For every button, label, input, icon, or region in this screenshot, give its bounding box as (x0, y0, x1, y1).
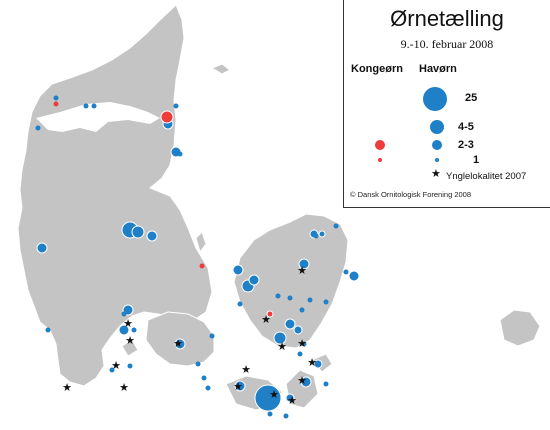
havorn-marker (300, 376, 312, 388)
star-icon: ★ (111, 359, 121, 372)
star-icon: ★ (261, 313, 271, 326)
havorn-marker (273, 331, 287, 345)
havorn-marker (285, 393, 295, 403)
legend-col-kongeorn: Kongeørn (351, 63, 403, 75)
star-icon: ★ (119, 381, 129, 394)
legend-size-2-3: 2-3 (458, 139, 474, 151)
legend-havorn-4-5 (430, 120, 444, 134)
legend-size-25: 25 (465, 92, 478, 104)
legend-credit: © Dansk Ornitologisk Forening 2008 (350, 190, 472, 199)
havorn-marker (348, 270, 360, 282)
havorn-marker (234, 380, 246, 392)
map-legend: Ørnetælling 9.-10. februar 2008 Kongeørn… (343, 0, 550, 208)
star-icon: ★ (287, 394, 297, 407)
havorn-marker (36, 242, 48, 254)
star-icon: ★ (233, 380, 243, 393)
legend-kongeorn-1 (378, 158, 382, 162)
legend-col-havorn: Havørn (419, 63, 457, 75)
legend-nest-label: Yngle­lokalitet 2007 (446, 171, 527, 182)
star-icon: ★ (277, 340, 287, 353)
havorn-marker (284, 318, 296, 330)
legend-havorn-1 (435, 158, 439, 162)
star-icon: ★ (269, 388, 279, 401)
legend-title: Ørnetælling (390, 6, 504, 31)
legend-size-4-5: 4-5 (458, 121, 474, 133)
star-icon: ★ (431, 167, 441, 180)
legend-havorn-25 (423, 87, 447, 111)
havorn-marker (254, 384, 282, 412)
legend-size-1: 1 (473, 154, 480, 166)
star-icon: ★ (297, 337, 307, 350)
havorn-marker (318, 230, 326, 238)
star-icon: ★ (125, 334, 135, 347)
legend-kongeorn-2-3 (375, 140, 385, 150)
star-icon: ★ (173, 337, 183, 350)
kongeorn-marker (160, 110, 174, 124)
star-icon: ★ (297, 374, 307, 387)
limfjord (36, 102, 160, 132)
havorn-marker (248, 274, 260, 286)
kongeorn-markers (160, 110, 274, 318)
havorn-marker (118, 324, 130, 336)
star-icon: ★ (241, 363, 251, 376)
bornholm (499, 309, 541, 347)
havorn-marker (298, 258, 310, 270)
kongeorn-small-markers (53, 101, 205, 269)
havorn-small-markers (35, 95, 349, 419)
havorn-marker (174, 338, 186, 350)
star-icon: ★ (62, 381, 72, 394)
star-icon: ★ (297, 264, 307, 277)
legend-havorn-2-3 (432, 140, 442, 150)
nest-markers: ★ ★ ★ ★ ★ ★ ★ ★ ★ ★ ★ ★ ★ ★ ★ ★ (62, 264, 317, 407)
havorn-marker (313, 359, 323, 369)
havorn-marker (131, 225, 145, 239)
kongeorn-marker (266, 310, 274, 318)
als (121, 339, 139, 357)
legend-subtitle: 9.-10. februar 2008 (400, 37, 494, 51)
havorn-marker (146, 230, 158, 242)
star-icon: ★ (307, 356, 317, 369)
star-icon: ★ (123, 317, 133, 330)
havorn-marker (232, 264, 244, 276)
havorn-marker (293, 325, 303, 335)
jutland (17, 4, 213, 387)
laeso (210, 63, 231, 75)
sjaelland (233, 213, 349, 349)
samso (195, 231, 207, 254)
